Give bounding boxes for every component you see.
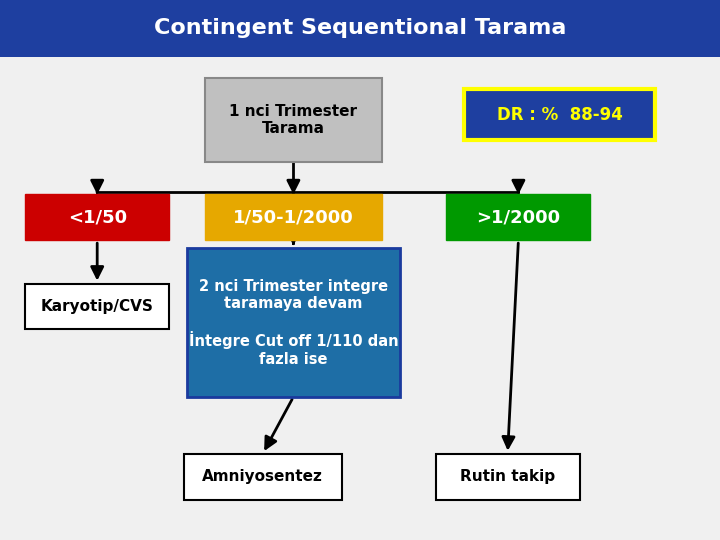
FancyBboxPatch shape [187,248,400,397]
Text: <1/50: <1/50 [68,208,127,226]
Text: 2 nci Trimester integre
taramaya devam

İntegre Cut off 1/110 dan
fazla ise: 2 nci Trimester integre taramaya devam İ… [189,279,398,367]
Text: 1 nci Trimester
Tarama: 1 nci Trimester Tarama [230,104,357,137]
FancyBboxPatch shape [436,454,580,500]
Text: Karyotip/CVS: Karyotip/CVS [41,299,153,314]
Text: DR : %  88-94: DR : % 88-94 [497,106,623,124]
Text: Amniyosentez: Amniyosentez [202,469,323,484]
Text: Contingent Sequentional Tarama: Contingent Sequentional Tarama [154,18,566,38]
Text: >1/2000: >1/2000 [477,208,560,226]
Text: 1/50-1/2000: 1/50-1/2000 [233,208,354,226]
FancyBboxPatch shape [25,194,169,240]
FancyBboxPatch shape [205,78,382,162]
FancyBboxPatch shape [184,454,342,500]
Text: Rutin takip: Rutin takip [460,469,555,484]
Bar [0,0,720,57]
FancyBboxPatch shape [25,284,169,329]
FancyBboxPatch shape [446,194,590,240]
FancyBboxPatch shape [464,89,655,140]
FancyBboxPatch shape [205,194,382,240]
